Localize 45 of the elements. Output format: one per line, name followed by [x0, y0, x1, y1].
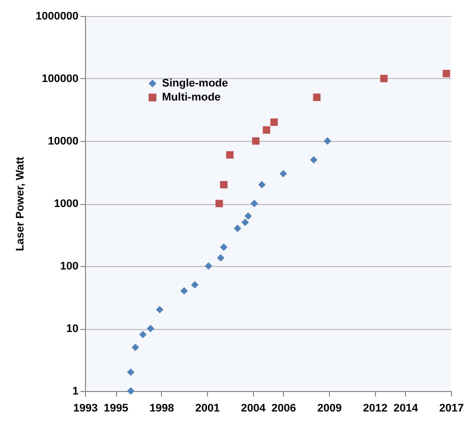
point [270, 118, 278, 126]
point [132, 344, 140, 352]
point [280, 170, 287, 178]
point [146, 324, 154, 332]
point [252, 137, 260, 145]
y-tick-label: 1000000 [36, 10, 78, 22]
legend-label: Multi-mode [162, 92, 221, 104]
x-tick-label: 2009 [317, 402, 342, 414]
x-tick-label: 2001 [195, 402, 220, 414]
y-tick-label: 10000 [48, 136, 78, 148]
point [244, 212, 252, 220]
x-tick-label: 2012 [363, 402, 388, 414]
point [191, 281, 199, 289]
point [180, 287, 188, 295]
point [258, 180, 266, 188]
point [139, 330, 147, 338]
point [226, 151, 234, 159]
x-tick-label: 1998 [150, 402, 174, 414]
x-tick-label: 1993 [73, 402, 98, 414]
legend-label: Single-mode [162, 78, 228, 90]
x-tick-label: 2017 [439, 402, 464, 414]
point [310, 156, 318, 164]
point [220, 243, 228, 251]
point [215, 200, 223, 208]
point [217, 254, 224, 262]
point [313, 94, 321, 102]
y-tick-label: 100000 [42, 73, 78, 85]
point [156, 306, 164, 314]
point [241, 218, 249, 226]
y-tick-label: 1000 [54, 198, 78, 210]
point [380, 74, 388, 82]
x-tick-label: 2006 [272, 402, 296, 414]
point [204, 262, 212, 270]
x-tick-label: 2004 [241, 402, 266, 414]
y-tick-label: 10 [66, 323, 78, 335]
x-tick-label: 1995 [104, 402, 128, 414]
y-axis-title: Laser Power, Watt [14, 156, 27, 252]
point [324, 137, 332, 145]
y-tick-label: 1 [72, 386, 78, 398]
point [220, 180, 228, 188]
point [442, 70, 450, 78]
point [234, 224, 242, 232]
point [127, 368, 134, 376]
y-tick-label: 100 [60, 260, 78, 272]
x-tick-label: 2014 [394, 402, 419, 414]
